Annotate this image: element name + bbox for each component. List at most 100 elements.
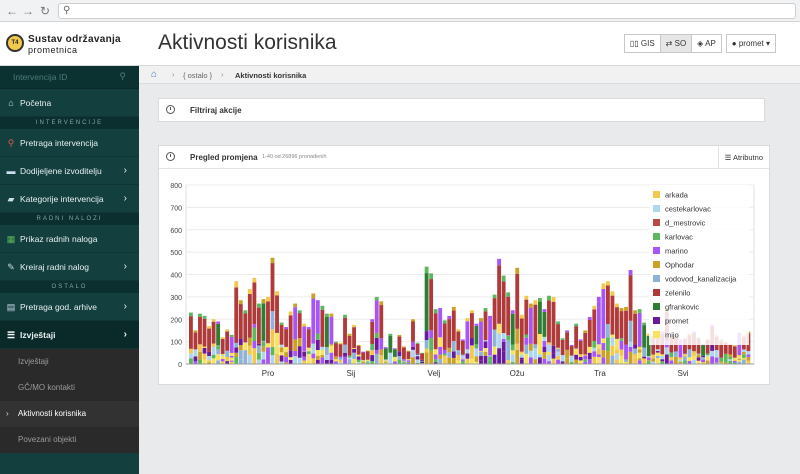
sidebar-item-dodijeljene-izvoditelju[interactable]: ▬ Dodijeljene izvoditelju ›	[0, 157, 139, 185]
bar-segment	[451, 357, 456, 364]
clock-icon	[166, 152, 175, 161]
bar-segment	[741, 354, 746, 358]
bar-segment	[741, 357, 746, 360]
bar-segment	[578, 354, 583, 357]
bar-segment	[479, 321, 483, 351]
attribute-button[interactable]: ☰ Atributno	[717, 146, 769, 169]
bar-segment	[220, 359, 225, 362]
bar-segment	[365, 351, 370, 360]
home-icon[interactable]: ⌂	[151, 69, 158, 80]
forward-icon[interactable]: →	[22, 4, 34, 18]
bar-segment	[442, 320, 447, 324]
bar-segment	[406, 351, 411, 360]
bar-segment	[660, 354, 665, 356]
bar-segment	[547, 354, 551, 362]
bar-segment	[701, 359, 705, 363]
legend-swatch	[653, 331, 660, 338]
submenu-item-izvještaji[interactable]: Izvještaji	[0, 349, 139, 375]
bar-segment	[225, 350, 230, 352]
ap-button[interactable]: ◈ AP	[692, 34, 722, 53]
bar-segment	[551, 296, 556, 302]
filter-panel[interactable]: Filtriraj akcije	[158, 98, 765, 122]
bar-segment	[229, 334, 234, 337]
bar-segment	[388, 333, 393, 336]
breadcrumb-ostalo[interactable]: { ostalo }	[183, 71, 213, 80]
bar-segment	[207, 351, 211, 355]
sidebar-item-prikaz-radnih-naloga[interactable]: ▦ Prikaz radnih naloga	[0, 225, 139, 253]
sidebar-item-pretraga-god-arhive[interactable]: ▤ Pretraga god. arhive ›	[0, 293, 139, 321]
sidebar-section-radni-nalozi: RADNI NALOZI	[0, 213, 139, 225]
bar-segment	[624, 362, 628, 364]
bar-segment	[211, 321, 216, 344]
user-menu-button[interactable]: ● promet ▾	[725, 34, 776, 53]
submenu-item-aktivnosti-korisnika[interactable]: › Aktivnosti korisnika	[0, 401, 139, 427]
bar-segment	[415, 359, 420, 363]
bar-segment	[560, 355, 565, 361]
bar-segment	[533, 348, 538, 352]
intervention-search[interactable]: Intervencija ID ⚲	[0, 66, 139, 89]
bar-segment	[673, 351, 678, 357]
bar-segment	[198, 351, 202, 360]
bar-segment	[302, 323, 307, 327]
review-header: Pregled promjena 1-40 od 26896 pronađeni…	[159, 146, 769, 169]
bar-segment	[207, 355, 211, 361]
sidebar-item-kreiraj-radni-nalog[interactable]: ✎ Kreiraj radni nalog ›	[0, 253, 139, 281]
bar-segment	[728, 359, 733, 362]
bar-segment	[737, 359, 742, 362]
submenu-item-gč-mo-kontakti[interactable]: GČ/MO kontakti	[0, 375, 139, 401]
sidebar-item-početna[interactable]: ⌂ Početna	[0, 89, 139, 117]
bar-segment	[610, 355, 615, 364]
bar-segment	[379, 301, 384, 306]
address-bar[interactable]: ⚲	[58, 3, 796, 19]
logo[interactable]: T4	[6, 34, 24, 52]
bar-segment	[542, 341, 547, 347]
bar-segment	[347, 361, 352, 364]
bar-segment	[275, 346, 279, 354]
bar-segment	[587, 320, 592, 347]
bar-segment	[605, 285, 610, 324]
bar-segment	[379, 305, 384, 339]
bar-segment	[352, 358, 357, 364]
reload-icon[interactable]: ↻	[40, 4, 51, 18]
search-input[interactable]: Intervencija ID	[13, 72, 68, 82]
gis-button[interactable]: ▯▯ GIS	[623, 34, 661, 53]
bar-segment	[334, 343, 338, 357]
bar-segment	[415, 354, 420, 357]
bar-segment	[311, 298, 316, 344]
bar-segment	[628, 275, 633, 321]
chevron-right-icon: ›	[172, 70, 175, 79]
bar-segment	[256, 303, 261, 308]
back-icon[interactable]: ←	[6, 4, 18, 18]
bar-segment	[383, 359, 388, 361]
submenu-item-povezani-objekti[interactable]: Povezani objekti	[0, 427, 139, 453]
bar-segment	[547, 300, 551, 343]
sidebar-item-label: Prikaz radnih naloga	[20, 234, 98, 244]
bar-segment	[719, 341, 724, 358]
bar-segment	[198, 316, 202, 345]
bar-segment	[270, 311, 275, 322]
filter-title[interactable]: Filtriraj akcije	[190, 106, 242, 115]
bar-segment	[737, 358, 742, 360]
bar-segment	[624, 310, 628, 345]
so-button[interactable]: ⇄ SO	[660, 34, 693, 53]
bar-segment	[193, 332, 198, 350]
bar-segment	[642, 356, 647, 359]
bar-segment	[411, 341, 415, 347]
bar-segment	[329, 313, 334, 317]
bar-segment	[284, 329, 289, 347]
bar-segment	[356, 345, 361, 355]
sidebar-item-kategorije-intervencija[interactable]: ▰ Kategorije intervencija ›	[0, 185, 139, 213]
sidebar-item-pretraga-intervencija[interactable]: ⚲ Pretraga intervencija	[0, 129, 139, 157]
bar-segment	[424, 266, 429, 274]
bar-segment	[365, 350, 370, 352]
bar-segment	[415, 342, 420, 344]
bar-segment	[705, 339, 710, 354]
sidebar-item-izvještaji[interactable]: ☰ Izvještaji ›	[0, 321, 139, 349]
bar-segment	[587, 359, 592, 364]
layers-icon: ◈	[697, 39, 706, 48]
bar-segment	[510, 362, 515, 364]
bar-segment	[492, 359, 497, 364]
bar-segment	[479, 318, 483, 322]
bar-segment	[392, 349, 397, 357]
bar-segment	[479, 351, 483, 356]
